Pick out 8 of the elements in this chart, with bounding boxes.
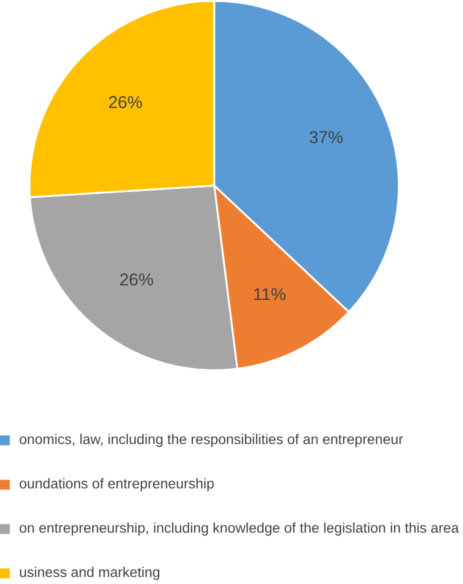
legend-label: onomics, law, including the responsibilities of an entrepreneur	[20, 434, 403, 447]
data-label: 11%	[254, 288, 286, 300]
data-label: 26%	[120, 273, 154, 286]
legend-label: on entrepreneurship, including knowledge of the legislation in this area	[20, 522, 459, 536]
data-label: 37%	[310, 131, 343, 144]
legend-label: oundations of entrepreneurship	[20, 478, 214, 492]
legend-label: usiness and marketing	[20, 566, 160, 580]
data-label: 26%	[109, 96, 142, 108]
